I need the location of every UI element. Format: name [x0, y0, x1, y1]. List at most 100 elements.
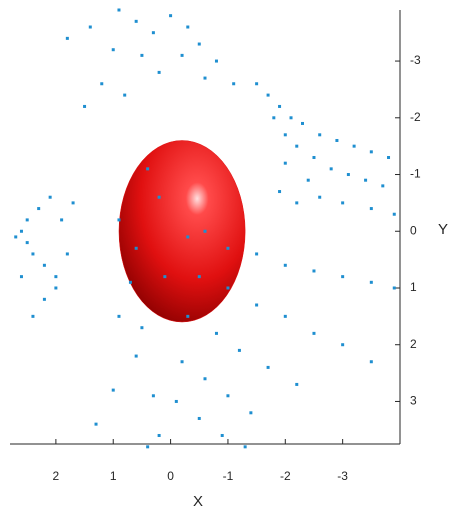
point — [312, 156, 315, 159]
point — [158, 71, 161, 74]
point — [347, 173, 350, 176]
x-tick-label: 2 — [53, 469, 60, 483]
point — [146, 167, 149, 170]
point — [312, 332, 315, 335]
point — [129, 281, 132, 284]
point — [117, 315, 120, 318]
y-tick-label: 3 — [410, 394, 417, 408]
point — [393, 286, 396, 289]
point — [26, 241, 29, 244]
point — [318, 133, 321, 136]
point — [186, 26, 189, 29]
y-tick-label: -3 — [410, 53, 421, 67]
x-tick-label: 0 — [167, 469, 174, 483]
point — [31, 315, 34, 318]
point — [284, 315, 287, 318]
point — [215, 60, 218, 63]
point — [26, 218, 29, 221]
point — [215, 332, 218, 335]
point — [267, 366, 270, 369]
point — [330, 167, 333, 170]
point — [181, 54, 184, 57]
point — [295, 145, 298, 148]
point — [186, 235, 189, 238]
point — [83, 105, 86, 108]
point — [272, 116, 275, 119]
point — [255, 82, 258, 85]
point — [226, 394, 229, 397]
point — [238, 349, 241, 352]
point — [198, 275, 201, 278]
point — [341, 343, 344, 346]
point — [181, 360, 184, 363]
point — [31, 252, 34, 255]
point — [152, 394, 155, 397]
point — [290, 116, 293, 119]
point — [204, 377, 207, 380]
x-tick-label: -2 — [280, 469, 291, 483]
x-tick-label: -3 — [337, 469, 348, 483]
point — [186, 315, 189, 318]
point — [255, 252, 258, 255]
point — [198, 43, 201, 46]
point — [135, 20, 138, 23]
point — [370, 150, 373, 153]
y-tick-label: 1 — [410, 280, 417, 294]
y-tick-label: -1 — [410, 167, 421, 181]
point — [49, 196, 52, 199]
point — [278, 190, 281, 193]
point — [226, 286, 229, 289]
y-tick-label: 0 — [410, 223, 417, 237]
point — [112, 48, 115, 51]
point — [295, 201, 298, 204]
point — [66, 37, 69, 40]
point — [244, 445, 247, 448]
point — [163, 275, 166, 278]
point — [370, 207, 373, 210]
point — [140, 326, 143, 329]
point — [146, 445, 149, 448]
x-axis-title: X — [193, 493, 203, 510]
point — [312, 269, 315, 272]
point — [255, 304, 258, 307]
point — [135, 247, 138, 250]
point — [226, 247, 229, 250]
point — [43, 264, 46, 267]
ellipsoid — [119, 140, 245, 322]
point — [232, 82, 235, 85]
point — [169, 14, 172, 17]
point — [60, 218, 63, 221]
point — [307, 179, 310, 182]
x-tick-label: -1 — [223, 469, 234, 483]
chart: X Y 210-1-2-3-3-2-10123 — [0, 0, 452, 514]
point — [43, 298, 46, 301]
point — [267, 94, 270, 97]
x-tick-label: 1 — [110, 469, 117, 483]
point — [393, 213, 396, 216]
point — [278, 105, 281, 108]
point — [381, 184, 384, 187]
point — [158, 434, 161, 437]
point — [20, 230, 23, 233]
point — [301, 122, 304, 125]
point — [95, 423, 98, 426]
point — [140, 54, 143, 57]
point — [387, 156, 390, 159]
point — [158, 196, 161, 199]
point — [364, 179, 367, 182]
point — [14, 235, 17, 238]
point — [341, 275, 344, 278]
point — [54, 286, 57, 289]
point — [117, 218, 120, 221]
point — [370, 360, 373, 363]
point — [284, 264, 287, 267]
y-tick-label: 2 — [410, 337, 417, 351]
point — [353, 145, 356, 148]
point — [335, 139, 338, 142]
point — [66, 252, 69, 255]
point — [370, 281, 373, 284]
point — [89, 26, 92, 29]
point — [284, 162, 287, 165]
point — [37, 207, 40, 210]
point — [100, 82, 103, 85]
